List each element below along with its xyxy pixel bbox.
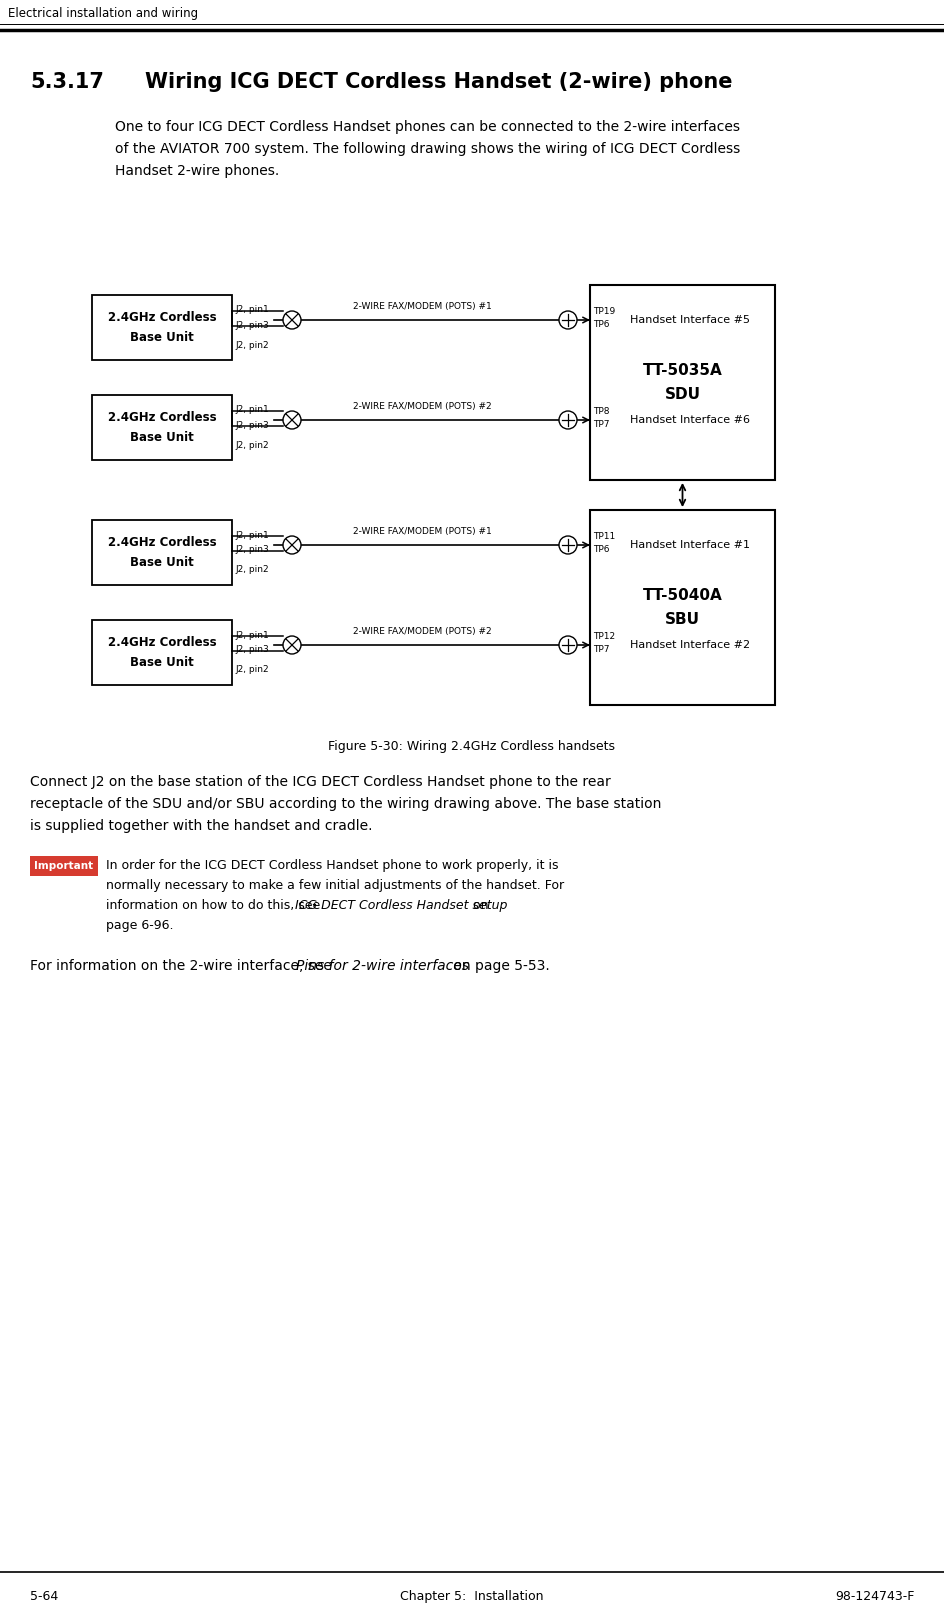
Text: Pins for 2-wire interfaces: Pins for 2-wire interfaces bbox=[295, 959, 468, 973]
Text: page 6-96.: page 6-96. bbox=[106, 919, 174, 931]
Bar bbox=[92, 394, 232, 460]
Text: Important: Important bbox=[34, 861, 93, 870]
Text: 2.4GHz Cordless: 2.4GHz Cordless bbox=[108, 311, 216, 324]
Text: TT-5035A: TT-5035A bbox=[642, 362, 721, 378]
Text: One to four ICG DECT Cordless Handset phones can be connected to the 2-wire inte: One to four ICG DECT Cordless Handset ph… bbox=[115, 120, 739, 135]
Text: 2-WIRE FAX/MODEM (POTS) #1: 2-WIRE FAX/MODEM (POTS) #1 bbox=[352, 301, 491, 311]
Text: Wiring ICG DECT Cordless Handset (2-wire) phone: Wiring ICG DECT Cordless Handset (2-wire… bbox=[144, 72, 732, 91]
Text: J2, pin2: J2, pin2 bbox=[235, 665, 268, 675]
Circle shape bbox=[559, 636, 577, 654]
Text: 2-WIRE FAX/MODEM (POTS) #2: 2-WIRE FAX/MODEM (POTS) #2 bbox=[352, 627, 491, 636]
Text: 98-124743-F: 98-124743-F bbox=[834, 1590, 914, 1603]
Text: Connect J2 on the base station of the ICG DECT Cordless Handset phone to the rea: Connect J2 on the base station of the IC… bbox=[30, 774, 610, 789]
Circle shape bbox=[559, 535, 577, 555]
Circle shape bbox=[559, 410, 577, 430]
Text: J2, pin3: J2, pin3 bbox=[235, 646, 268, 654]
Text: on: on bbox=[468, 899, 488, 912]
Text: 2.4GHz Cordless: 2.4GHz Cordless bbox=[108, 535, 216, 548]
Text: Handset Interface #1: Handset Interface #1 bbox=[630, 540, 750, 550]
Text: SDU: SDU bbox=[664, 386, 700, 402]
Text: Electrical installation and wiring: Electrical installation and wiring bbox=[8, 8, 198, 21]
Circle shape bbox=[282, 311, 301, 329]
Text: Base Unit: Base Unit bbox=[130, 656, 194, 668]
Text: Base Unit: Base Unit bbox=[130, 556, 194, 569]
Text: J2, pin2: J2, pin2 bbox=[235, 441, 268, 449]
Text: TP8: TP8 bbox=[593, 407, 609, 417]
Text: Handset Interface #2: Handset Interface #2 bbox=[630, 640, 750, 649]
Text: on page 5-53.: on page 5-53. bbox=[448, 959, 549, 973]
Text: TP6: TP6 bbox=[593, 545, 609, 555]
Text: ICG DECT Cordless Handset setup: ICG DECT Cordless Handset setup bbox=[295, 899, 507, 912]
Bar bbox=[589, 510, 774, 705]
Text: In order for the ICG DECT Cordless Handset phone to work properly, it is: In order for the ICG DECT Cordless Hands… bbox=[106, 859, 558, 872]
Text: Handset Interface #6: Handset Interface #6 bbox=[630, 415, 750, 425]
Text: Figure 5-30: Wiring 2.4GHz Cordless handsets: Figure 5-30: Wiring 2.4GHz Cordless hand… bbox=[329, 741, 615, 753]
Bar bbox=[92, 295, 232, 361]
Text: J2, pin1: J2, pin1 bbox=[235, 531, 268, 540]
Text: TP19: TP19 bbox=[593, 308, 615, 316]
Bar bbox=[92, 620, 232, 684]
Text: Base Unit: Base Unit bbox=[130, 431, 194, 444]
Text: 2-WIRE FAX/MODEM (POTS) #1: 2-WIRE FAX/MODEM (POTS) #1 bbox=[352, 527, 491, 535]
Text: J2, pin2: J2, pin2 bbox=[235, 340, 268, 349]
Text: Handset Interface #5: Handset Interface #5 bbox=[630, 316, 750, 325]
Text: J2, pin1: J2, pin1 bbox=[235, 630, 268, 640]
Text: Base Unit: Base Unit bbox=[130, 330, 194, 345]
Text: 2.4GHz Cordless: 2.4GHz Cordless bbox=[108, 410, 216, 425]
Bar bbox=[589, 285, 774, 479]
Bar bbox=[92, 519, 232, 585]
Circle shape bbox=[282, 410, 301, 430]
Text: TP11: TP11 bbox=[593, 532, 615, 540]
Circle shape bbox=[559, 311, 577, 329]
Text: J2, pin3: J2, pin3 bbox=[235, 321, 268, 330]
Text: TP7: TP7 bbox=[593, 420, 609, 430]
Text: TP12: TP12 bbox=[593, 632, 615, 641]
Text: TP6: TP6 bbox=[593, 321, 609, 329]
Text: Handset 2-wire phones.: Handset 2-wire phones. bbox=[115, 164, 279, 178]
Text: TT-5040A: TT-5040A bbox=[642, 588, 721, 603]
Text: For information on the 2-wire interface, see: For information on the 2-wire interface,… bbox=[30, 959, 336, 973]
Text: 2.4GHz Cordless: 2.4GHz Cordless bbox=[108, 636, 216, 649]
Text: Chapter 5:  Installation: Chapter 5: Installation bbox=[400, 1590, 543, 1603]
Text: J2, pin2: J2, pin2 bbox=[235, 566, 268, 574]
Text: 5.3.17: 5.3.17 bbox=[30, 72, 104, 91]
Text: 5-64: 5-64 bbox=[30, 1590, 59, 1603]
Bar bbox=[30, 856, 98, 875]
Text: 2-WIRE FAX/MODEM (POTS) #2: 2-WIRE FAX/MODEM (POTS) #2 bbox=[352, 402, 491, 410]
Text: J2, pin3: J2, pin3 bbox=[235, 420, 268, 430]
Text: receptacle of the SDU and/or SBU according to the wiring drawing above. The base: receptacle of the SDU and/or SBU accordi… bbox=[30, 797, 661, 811]
Text: J2, pin3: J2, pin3 bbox=[235, 545, 268, 555]
Text: J2, pin1: J2, pin1 bbox=[235, 306, 268, 314]
Text: J2, pin1: J2, pin1 bbox=[235, 406, 268, 415]
Circle shape bbox=[282, 636, 301, 654]
Circle shape bbox=[282, 535, 301, 555]
Text: SBU: SBU bbox=[665, 612, 700, 627]
Text: is supplied together with the handset and cradle.: is supplied together with the handset an… bbox=[30, 819, 372, 834]
Text: TP7: TP7 bbox=[593, 644, 609, 654]
Text: information on how to do this, see: information on how to do this, see bbox=[106, 899, 324, 912]
Text: normally necessary to make a few initial adjustments of the handset. For: normally necessary to make a few initial… bbox=[106, 878, 564, 891]
Text: of the AVIATOR 700 system. The following drawing shows the wiring of ICG DECT Co: of the AVIATOR 700 system. The following… bbox=[115, 143, 739, 155]
